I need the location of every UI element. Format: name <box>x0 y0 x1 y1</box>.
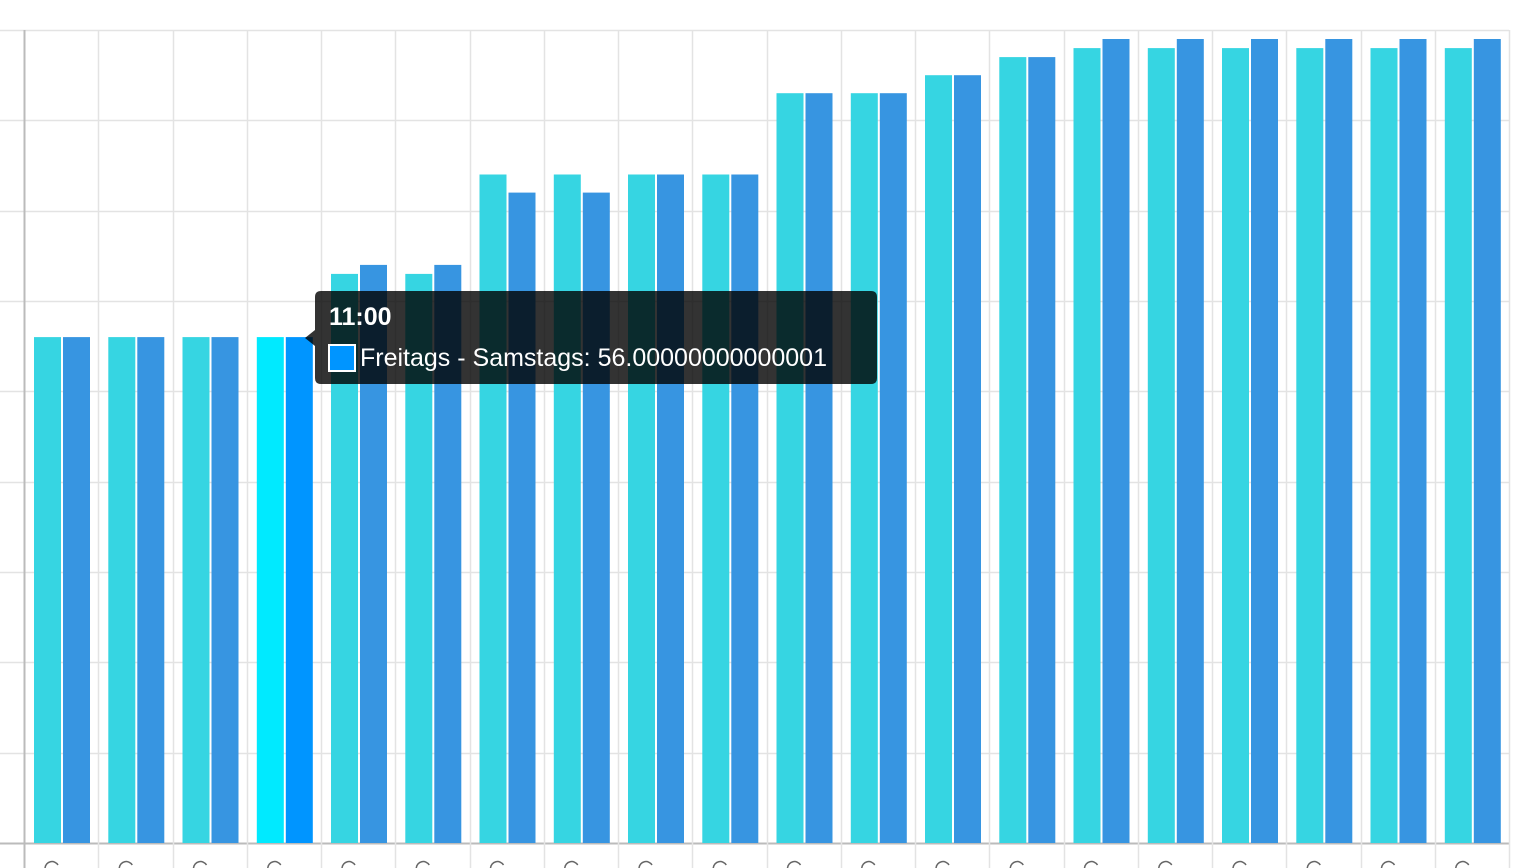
x-tick-label-fragment <box>1232 860 1247 868</box>
x-tick-label-fragment <box>1455 860 1470 868</box>
bar-series-1 <box>999 57 1027 844</box>
x-tick-label-fragment <box>638 860 653 868</box>
x-tick-label-fragment <box>1158 860 1173 868</box>
bar-series-2 <box>1028 57 1056 844</box>
bar-series-1 <box>925 75 952 843</box>
bar-series-1 <box>256 337 284 843</box>
bar-series-1 <box>1444 48 1472 844</box>
bar-series-1 <box>34 337 61 843</box>
x-tick-label-fragment <box>1009 860 1024 868</box>
x-tick-label-fragment <box>1306 860 1321 868</box>
bar-series-2 <box>1473 39 1501 843</box>
bar-series-2 <box>1399 39 1427 843</box>
bar-series-2 <box>954 75 981 843</box>
x-tick-label-fragment <box>1083 860 1099 868</box>
bar-series-2 <box>137 337 165 843</box>
bar-series-2 <box>582 192 610 844</box>
tooltip: 11:00 Freitags - Samstags: 56.0000000000… <box>305 291 877 384</box>
x-tick-label-fragment <box>192 860 208 868</box>
x-tick-label-fragment <box>44 860 59 868</box>
x-tick-label-fragment <box>861 860 876 868</box>
bars <box>34 39 1501 844</box>
bar-series-2 <box>285 337 313 843</box>
bar-series-1 <box>553 174 581 843</box>
bar-series-1 <box>1222 48 1249 844</box>
tooltip-box <box>305 291 877 384</box>
bar-series-2 <box>1102 39 1130 843</box>
bar-series-1 <box>628 174 655 843</box>
bar-series-1 <box>1147 48 1175 844</box>
x-tick-label-fragment <box>341 860 356 868</box>
bar-series-2 <box>63 337 90 843</box>
x-tick-label-fragment <box>786 860 802 868</box>
x-tick-label-fragment <box>118 860 133 868</box>
tooltip-label: Freitags - Samstags: 56.00000000000001 <box>360 344 827 372</box>
x-tick-label-fragment <box>489 860 505 868</box>
bar-series-2 <box>508 192 536 844</box>
bar-series-2 <box>1251 39 1278 843</box>
x-tick-label-fragment <box>935 860 950 868</box>
x-tick-label-fragment <box>415 860 430 868</box>
x-tick-label-fragment <box>267 860 282 868</box>
bar-series-2 <box>1176 39 1204 843</box>
bar-series-2 <box>879 93 907 843</box>
bar-series-1 <box>1370 48 1398 844</box>
bar-series-1 <box>776 93 804 843</box>
bar-series-2 <box>657 174 684 843</box>
x-tick-label-fragment <box>564 860 579 868</box>
tooltip-swatch <box>328 344 356 372</box>
bar-series-2 <box>731 174 759 843</box>
bar-series-2 <box>211 337 239 843</box>
tooltip-title: 11:00 <box>329 303 392 331</box>
bar-series-1 <box>1296 48 1324 844</box>
bar-series-1 <box>1073 48 1101 844</box>
bar-series-1 <box>850 93 878 843</box>
bar-series-2 <box>1325 39 1353 843</box>
x-tick-label-fragment <box>712 860 727 868</box>
x-tick-label-fragment <box>1380 860 1396 868</box>
bar-series-1 <box>182 337 210 843</box>
bar-series-2 <box>805 93 833 843</box>
grid: 11:00 <box>0 29 1511 868</box>
bar-series-1 <box>108 337 136 843</box>
bar-series-1 <box>702 174 730 843</box>
bar-series-1 <box>479 174 507 843</box>
